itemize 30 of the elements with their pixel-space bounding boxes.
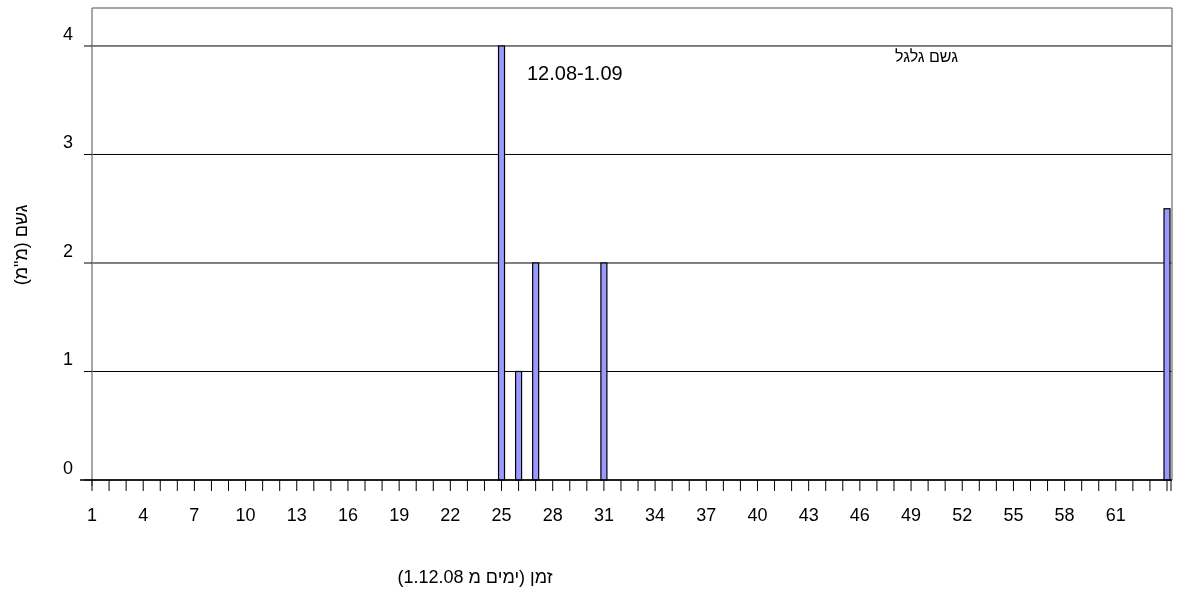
x-tick-label: 49 bbox=[901, 505, 922, 525]
x-tick-label: 25 bbox=[491, 505, 512, 525]
x-tick-label: 43 bbox=[798, 505, 819, 525]
y-tick-label: 1 bbox=[62, 349, 74, 370]
x-tick-label: 58 bbox=[1054, 505, 1075, 525]
y-tick-label: 3 bbox=[62, 132, 74, 153]
y-axis-title: גשם (מ"מ) bbox=[11, 204, 31, 286]
x-tick-label: 52 bbox=[952, 505, 973, 525]
x-tick-label: 1 bbox=[86, 505, 98, 525]
x-tick-label: 40 bbox=[747, 505, 768, 525]
x-tick-label: 10 bbox=[235, 505, 256, 525]
x-tick-label: 55 bbox=[1003, 505, 1024, 525]
x-axis-title: זמן (ימים מ 1.12.08) bbox=[397, 567, 553, 587]
x-tick-label: 7 bbox=[189, 505, 200, 525]
annotation: 12.08-1.09 bbox=[527, 62, 623, 84]
x-tick-label: 22 bbox=[440, 505, 461, 525]
annotation: גשם גלגל bbox=[895, 48, 959, 65]
y-tick-label: 2 bbox=[62, 240, 74, 261]
x-tick-label: 19 bbox=[389, 505, 410, 525]
x-tick-label: 31 bbox=[593, 505, 614, 525]
x-tick-label: 16 bbox=[337, 505, 358, 525]
x-tick-label: 61 bbox=[1105, 505, 1126, 525]
x-tick-label: 34 bbox=[645, 505, 666, 525]
x-tick-label: 37 bbox=[696, 505, 717, 525]
y-tick-label: 4 bbox=[62, 23, 74, 44]
x-tick-label: 4 bbox=[138, 505, 149, 525]
x-tick-label: 46 bbox=[849, 505, 870, 525]
y-tick-label: 0 bbox=[62, 458, 74, 478]
x-tick-label: 28 bbox=[542, 505, 563, 525]
x-tick-label: 13 bbox=[286, 505, 307, 525]
